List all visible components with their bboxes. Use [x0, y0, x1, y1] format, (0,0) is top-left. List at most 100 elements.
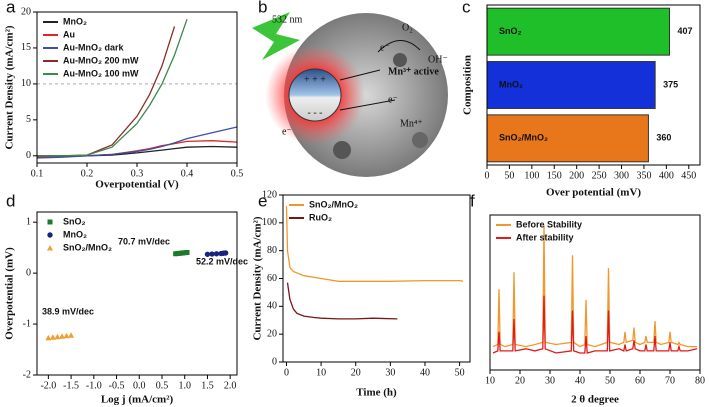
- diagram-text: Mn³⁺ active: [388, 66, 439, 77]
- x-tick-label: 100: [524, 170, 539, 181]
- point: [63, 332, 70, 339]
- x-tick-label: -0.5: [109, 380, 125, 391]
- y-tick-label: 20: [21, 6, 31, 17]
- legend-label: SnO₂: [63, 216, 86, 226]
- x-tick-label: 60: [635, 375, 645, 386]
- x-tick-label: 50: [605, 375, 615, 386]
- x-tick-label: 200: [569, 170, 584, 181]
- x-tick-label: 70: [665, 375, 675, 386]
- y-tick-label: 40: [267, 301, 277, 312]
- point: [209, 251, 215, 257]
- panel-label: f: [470, 191, 475, 210]
- panel-label: a: [6, 0, 16, 16]
- x-tick-label: 0.5: [231, 168, 244, 179]
- y-axis-label: Current Density (mA/cm²): [252, 216, 264, 340]
- x-tick-label: -1.5: [63, 380, 79, 391]
- legend-key: [47, 232, 53, 238]
- x-tick-label: 1.0: [178, 380, 191, 391]
- x-tick-label: 0.0: [133, 380, 146, 391]
- y-tick-label: 1: [26, 216, 31, 227]
- arrow: [339, 99, 396, 111]
- y-tick-label: 100: [262, 217, 277, 228]
- x-tick-label: 1.5: [201, 380, 214, 391]
- point: [59, 333, 65, 339]
- x-tick-label: 30: [385, 367, 395, 378]
- legend-label: Au-MnO₂ 100 mW: [63, 68, 139, 78]
- y-tick-label: 60: [267, 273, 277, 284]
- category-label: SnO₂: [499, 26, 522, 36]
- legend-label: Au-MnO₂ 200 mW: [63, 55, 139, 65]
- diagram-text: Mn⁴⁺: [400, 118, 423, 129]
- diagram-text: e⁻: [388, 94, 398, 105]
- x-tick-label: 50: [455, 367, 465, 378]
- legend-key: [47, 219, 53, 225]
- legend-label: SnO₂/MnO₂: [63, 242, 112, 252]
- arrow: [339, 69, 381, 81]
- x-tick-label: 2.0: [224, 380, 237, 391]
- data-line: [286, 282, 398, 320]
- x-tick-label: 40: [575, 375, 585, 386]
- plot-frame: [36, 11, 238, 164]
- light-bolt: [252, 12, 300, 60]
- data-line: [36, 140, 238, 158]
- x-tick-label: 10: [316, 367, 326, 378]
- y-tick-label: 20: [267, 328, 277, 339]
- x-tick-label: 0.4: [181, 168, 194, 179]
- point: [49, 334, 56, 340]
- x-tick-label: 150: [547, 170, 562, 181]
- x-axis-label: Over potential (mV): [546, 187, 641, 199]
- legend-label: MnO₂: [63, 229, 87, 239]
- y-tick-label: 10: [21, 78, 31, 89]
- annotation: 52.2 mV/dec: [196, 256, 248, 266]
- legend-label: Au-MnO₂ dark: [63, 42, 124, 52]
- panel-label: e: [258, 191, 267, 210]
- x-tick-label: 20: [351, 367, 361, 378]
- x-axis-label: Log j (mA/cm²): [101, 394, 174, 406]
- x-tick-label: 10: [485, 375, 495, 386]
- y-axis-label: Overpotential (mV): [4, 247, 16, 340]
- x-tick-label: 0.2: [81, 168, 94, 179]
- annotation: 70.7 mV/dec: [118, 236, 170, 246]
- x-tick-label: 40: [420, 367, 430, 378]
- particle: [412, 132, 428, 148]
- data-line: [37, 18, 188, 157]
- diagram-text: 532 nm: [272, 14, 303, 25]
- point: [54, 333, 61, 340]
- x-tick-label: 0.3: [131, 168, 144, 179]
- panel: f 2 θ degree 10 20 30 40 50 60 70 80 Before Stabil…: [470, 191, 705, 405]
- diagram-text: - - -: [308, 107, 323, 118]
- y-axis-label: Current Density (mA/cm²): [4, 25, 16, 149]
- panel-label: d: [6, 191, 15, 210]
- x-tick-label: 400: [659, 170, 674, 181]
- x-tick-label: 0: [485, 170, 490, 181]
- legend-label: MnO₂: [63, 16, 87, 26]
- y-tick-label: 0: [272, 356, 277, 367]
- y-tick-label: 120: [262, 189, 277, 200]
- category-label: MnO₂: [499, 79, 523, 89]
- diagram-text: e⁻: [282, 126, 292, 137]
- x-tick-label: 80: [695, 375, 705, 386]
- x-tick-label: -1.0: [86, 380, 102, 391]
- x-tick-label: 50: [504, 170, 514, 181]
- point: [213, 251, 220, 257]
- x-axis-label: Overpotential (V): [95, 179, 179, 191]
- data-line: [36, 126, 238, 159]
- plot-frame: [282, 194, 471, 363]
- point: [68, 332, 75, 338]
- y-axis-label: Composition: [462, 55, 474, 115]
- legend-label: Before Stability: [516, 219, 582, 229]
- diagram-text: O₂: [402, 22, 413, 33]
- panel: c Over potential (mV) Composition 0 50 100 150…: [462, 0, 701, 199]
- panel-label: b: [258, 0, 267, 16]
- x-tick-label: -2.0: [40, 380, 56, 391]
- x-tick-label: 350: [636, 170, 651, 181]
- value-label: 375: [663, 79, 678, 89]
- y-tick-label: 15: [21, 42, 31, 53]
- y-tick-label: 0: [26, 150, 31, 161]
- y-tick-label: 80: [267, 245, 277, 256]
- bar: [486, 7, 671, 56]
- value-label: 407: [678, 26, 693, 36]
- x-tick-label: 0.1: [31, 168, 44, 179]
- bar: [486, 114, 649, 163]
- x-tick-label: 450: [681, 170, 696, 181]
